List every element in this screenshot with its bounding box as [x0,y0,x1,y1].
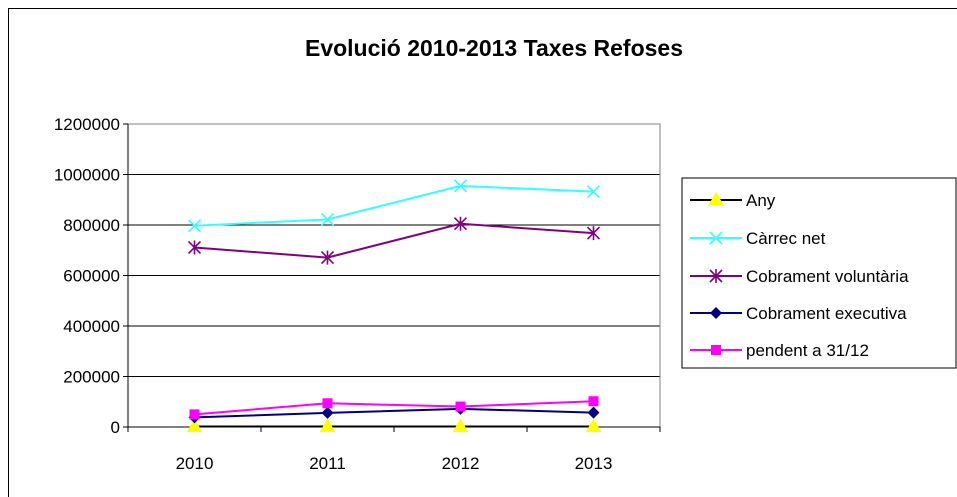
data-point [711,345,721,355]
x-tick-label: 2012 [442,454,480,473]
data-point [187,219,202,233]
series-line [194,400,594,416]
gridlines [128,123,660,377]
legend-item: Cobrament voluntària [690,267,909,286]
y-tick-label: 800000 [63,216,120,235]
data-point [189,409,200,420]
y-tick-label: 400000 [63,317,120,336]
y-tick-label: 0 [111,418,120,437]
legend-label: Cobrament executiva [746,304,907,323]
y-tick-label: 200000 [63,368,120,387]
data-point [320,212,335,227]
series-line [194,407,594,419]
data-point [708,192,724,206]
data-point [709,269,723,283]
legend-item: pendent a 31/12 [690,341,869,360]
series-2 [187,216,601,265]
data-point [186,418,203,432]
legend-label: Càrrec net [746,229,826,248]
data-point [586,185,601,199]
data-point [320,250,335,265]
legend-item: Càrrec net [690,229,826,248]
series-3 [188,402,600,424]
series-4 [189,396,599,420]
data-point [585,418,602,432]
chart-title: Evolució 2010-2013 Taxes Refoses [305,35,683,61]
y-tick-label: 1200000 [54,115,120,134]
series-line [194,184,594,227]
x-axis-ticks: 2010 2011 2012 2013 [127,427,661,473]
legend-label: pendent a 31/12 [746,341,869,360]
series-0 [186,418,602,432]
y-axis-ticks: 0 200000 400000 600000 800000 1000000 1200000 [54,115,128,437]
series-lines [186,179,602,432]
data-point [452,418,469,432]
data-point [709,231,723,245]
data-point [588,396,599,407]
series-line [194,222,594,259]
legend-label: Cobrament voluntària [746,267,909,286]
data-point [586,226,601,241]
y-tick-label: 1000000 [54,166,120,185]
data-point [319,418,336,432]
data-point [710,307,722,319]
data-point [587,406,600,419]
data-point [453,216,468,231]
series-1 [187,179,601,233]
data-point [322,398,333,409]
legend: Any Càrrec net Cobrament voluntària Cobrame… [681,177,957,369]
x-tick-label: 2011 [309,454,346,473]
y-tick-label: 600000 [63,267,120,286]
data-point [453,179,468,193]
data-point [321,406,334,419]
x-tick-label: 2013 [575,454,613,473]
data-point [187,240,202,255]
legend-item: Cobrament executiva [690,304,907,323]
x-tick-label: 2010 [176,454,214,473]
legend-item: Any [690,191,776,210]
data-point [455,401,466,412]
legend-label: Any [746,191,776,210]
legend-box [681,177,957,369]
